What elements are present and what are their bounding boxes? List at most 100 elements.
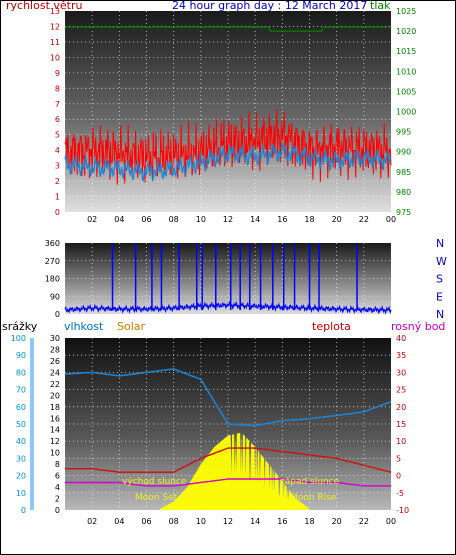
pressure-line <box>65 26 391 32</box>
pressure-y-tick: 1020 <box>396 27 416 36</box>
temperature-y-tick: 30 <box>396 368 406 377</box>
wind-y-tick: 7 <box>55 100 60 109</box>
temperature-y-tick: 40 <box>396 334 406 343</box>
hour-tick-bottom: 10 <box>196 517 206 526</box>
dew-point-line <box>65 478 391 487</box>
temperature-y-tick: 0 <box>396 472 401 481</box>
pressure-y-tick: 990 <box>396 148 411 157</box>
hour-tick-top: 10 <box>196 215 206 224</box>
hour-tick-bottom: 20 <box>332 517 342 526</box>
hour-tick-bottom: 16 <box>277 517 287 526</box>
humidity-y-tick: 2 <box>55 495 60 504</box>
direction-y-tick: 90 <box>50 292 60 301</box>
rain-y-tick: 20 <box>16 472 26 481</box>
direction-y-tick: 0 <box>55 310 60 319</box>
rain-y-tick: 60 <box>16 403 26 412</box>
humidity-y-tick: 22 <box>50 380 60 389</box>
compass-tick: N <box>436 308 444 321</box>
pressure-y-ticks: 975 980 985 990 995 1000 1005 1010 1015 1020 1025 <box>396 7 416 217</box>
wind-y-tick: 0 <box>55 208 60 217</box>
rain-y-tick: 10 <box>16 489 26 498</box>
wind-y-tick: 4 <box>55 146 60 155</box>
pressure-y-tick: 985 <box>396 168 411 177</box>
hour-tick-bottom: 18 <box>304 517 314 526</box>
hour-tick-bottom: 08 <box>169 517 179 526</box>
hour-tick-bottom: 12 <box>223 517 233 526</box>
wind-direction-series <box>64 243 392 315</box>
hour-tick-top: 00 <box>386 215 396 224</box>
rain-y-tick: 70 <box>16 386 26 395</box>
hour-tick-top: 06 <box>141 215 151 224</box>
pressure-y-tick: 995 <box>396 128 411 137</box>
wind-y-tick: 2 <box>55 177 60 186</box>
chart-title: 24 hour graph day : 12 March 2017 <box>172 0 367 12</box>
solar-axis-label: Solar <box>117 320 146 333</box>
pressure-y-tick: 980 <box>396 188 411 197</box>
humidity-y-tick: 26 <box>50 357 60 366</box>
wind-speed-line <box>64 142 392 183</box>
compass-tick: W <box>436 255 447 268</box>
humidity-axis-label: vlhkost <box>64 320 104 333</box>
rain-y-tick: 50 <box>16 420 26 429</box>
humidity-line <box>64 368 392 427</box>
humidity-y-tick: 6 <box>55 472 60 481</box>
moonset-annotation: Moon Set <box>135 493 178 503</box>
humidity-y-tick: 16 <box>50 414 60 423</box>
humidity-y-tick: 0 <box>55 506 60 515</box>
wind-y-tick: 9 <box>55 69 60 78</box>
pressure-y-tick: 1005 <box>396 87 416 96</box>
temperature-y-tick: 20 <box>396 403 406 412</box>
humidity-y-tick: 14 <box>50 426 60 435</box>
wind-y-tick: 10 <box>50 53 60 62</box>
hour-tick-bottom: 14 <box>250 517 260 526</box>
compass-tick: E <box>436 290 443 303</box>
temperature-y-tick: -10 <box>396 506 409 515</box>
hour-tick-top: 02 <box>87 215 97 224</box>
hour-tick-top: 22 <box>359 215 369 224</box>
hour-tick-top: 18 <box>304 215 314 224</box>
humidity-y-tick: 4 <box>55 483 60 492</box>
direction-y-ticks: 0 90 180 270 360 <box>45 239 60 319</box>
wind-direction-line <box>64 300 392 315</box>
rain-axis-label: srážky <box>2 320 38 333</box>
wind-y-tick: 1 <box>55 193 60 202</box>
rain-y-tick: 40 <box>16 437 26 446</box>
direction-y-tick: 360 <box>45 239 60 248</box>
dew-point-axis-label: rosný bod <box>391 320 445 333</box>
pressure-y-tick: 1010 <box>396 67 416 76</box>
compass-tick: S <box>436 273 443 286</box>
hour-tick-top: 12 <box>223 215 233 224</box>
pressure-axis-label: tlak <box>370 0 391 12</box>
hour-tick-top: 14 <box>250 215 260 224</box>
panel-wind-direction <box>65 243 391 314</box>
hour-tick-top: 04 <box>114 215 124 224</box>
temperature-y-tick: -5 <box>396 489 404 498</box>
compass-tick: N <box>436 237 444 250</box>
temperature-y-tick: 35 <box>396 351 406 360</box>
humidity-y-tick: 18 <box>50 403 60 412</box>
pressure-y-tick: 1015 <box>396 47 416 56</box>
temperature-y-tick: 15 <box>396 420 406 429</box>
humidity-y-tick: 28 <box>50 345 60 354</box>
hour-tick-top: 20 <box>332 215 342 224</box>
solar-area <box>160 432 310 510</box>
rain-y-ticks: 0 10 20 30 40 50 60 70 80 90 100 <box>11 334 26 515</box>
sunset-annotation: západ slunce <box>280 477 340 487</box>
hour-tick-bottom: 04 <box>114 517 124 526</box>
wind-y-tick: 11 <box>50 38 60 47</box>
hour-tick-bottom: 06 <box>141 517 151 526</box>
temperature-axis-label: teplota <box>312 320 351 333</box>
humidity-y-tick: 12 <box>50 437 60 446</box>
wind-y-tick: 13 <box>50 7 60 16</box>
direction-y-tick: 270 <box>45 257 60 266</box>
temperature-line <box>65 447 392 473</box>
wind-y-tick: 8 <box>55 84 60 93</box>
hour-tick-bottom: 22 <box>359 517 369 526</box>
sunrise-annotation: východ slunce <box>122 477 187 487</box>
humidity-y-tick: 20 <box>50 391 60 400</box>
grid-temperature <box>65 338 391 510</box>
pressure-y-tick: 1025 <box>396 7 416 16</box>
wind-y-tick: 12 <box>50 22 60 31</box>
